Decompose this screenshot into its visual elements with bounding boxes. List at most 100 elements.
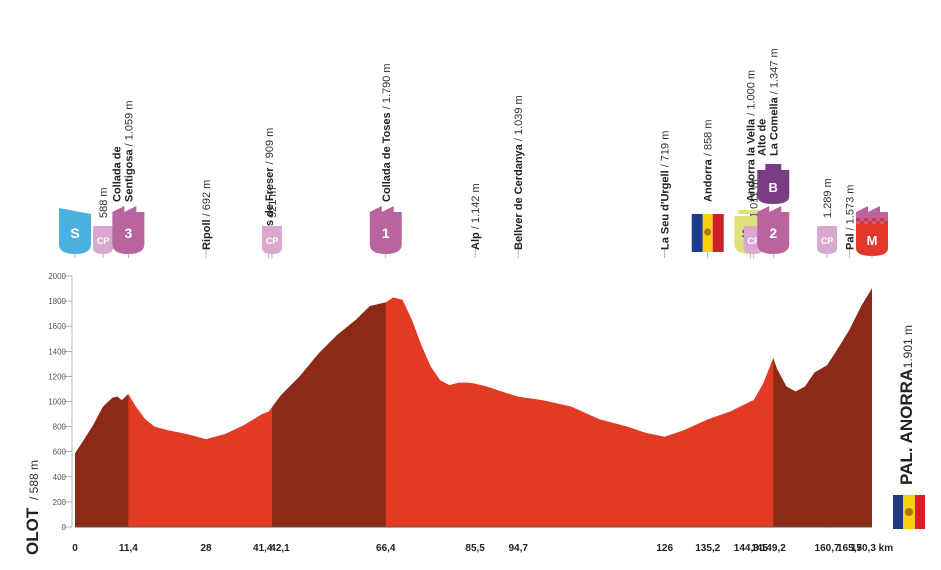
x-tick-label: 66,4 — [376, 543, 396, 554]
point-name: Andorra la Vella — [745, 118, 757, 202]
point-label: La Seu d'Urgell / 719 m — [660, 131, 672, 250]
finish-alt: / 1.901 m — [901, 325, 915, 375]
climb-badge-peak — [856, 206, 880, 212]
point-badge: 1 — [369, 206, 402, 254]
climb-segment-fill — [272, 302, 386, 527]
finish-altitude: / 1.901 m — [901, 325, 915, 375]
x-tick-label: 126 — [656, 543, 673, 554]
bonus-badge-shape — [757, 170, 790, 204]
start-town-name: OLOT — [23, 507, 42, 555]
climb-badge-peak — [757, 206, 782, 212]
point-altitude: / 909 m — [264, 128, 276, 168]
finish-checker — [860, 221, 864, 224]
point-label-text: 588 m — [98, 187, 110, 218]
point-label-text: Collada de Toses / 1.790 m — [381, 63, 393, 202]
flag-red-stripe — [915, 495, 925, 529]
point-altitude: / 858 m — [703, 119, 715, 159]
point-label-text: Ripoll / 692 m — [201, 180, 213, 250]
cp-badge-shape — [93, 226, 114, 254]
climb-segment-fill — [827, 288, 872, 527]
point-label: 1.289 m — [822, 178, 834, 218]
point-name: Pal — [845, 233, 857, 250]
point-label-text: Andorra / 858 m — [703, 119, 715, 202]
point-name: Bellver de Cerdanya — [513, 143, 525, 250]
point-label-text: 921 m — [267, 187, 279, 218]
cp-badge-text: CP — [821, 236, 834, 246]
x-tick-label: 11,4 — [119, 543, 138, 554]
y-tick-label: 400 — [53, 473, 67, 482]
point-label: 921 m — [267, 187, 279, 218]
flag-coat-of-arms — [905, 508, 913, 516]
point-altitude: / 1.573 m — [845, 185, 857, 234]
point-altitude: 921 m — [267, 187, 279, 218]
point-badge: 3 — [112, 206, 145, 254]
profile-area — [75, 288, 872, 528]
x-tick-label: 85,5 — [465, 543, 485, 554]
climb-badge-peak — [112, 206, 137, 212]
point-altitude: / 719 m — [660, 131, 672, 171]
y-tick-label: 1000 — [48, 398, 66, 407]
x-tick-label: 170,3 km — [851, 543, 893, 554]
start-altitude: / 588 m — [27, 460, 41, 500]
finish-badge-shape — [856, 224, 888, 256]
x-tick-label: 94,7 — [508, 543, 528, 554]
finish-checker — [864, 218, 868, 221]
finish-checker — [868, 221, 872, 224]
y-axis: 0 200 400 600 800 1000 1200 1400 1600 1800 2000 — [48, 272, 73, 532]
leader-lines — [74, 248, 873, 454]
climb-category-badge — [112, 212, 145, 254]
point-label-text: Alto deLa Comella / 1.347 m — [756, 48, 780, 156]
point-label: Bellver de Cerdanya / 1.039 m — [513, 95, 525, 250]
point-label: 588 m — [98, 187, 110, 218]
point-label-text: La Seu d'Urgell / 719 m — [660, 131, 672, 250]
finish-checker — [872, 218, 876, 221]
point-label: Andorra la Vella / 1.000 m — [745, 70, 757, 202]
x-tick-label: 0 — [72, 543, 78, 554]
climb-badge-peak — [369, 206, 394, 212]
point-name-line2: La Comella — [768, 96, 780, 156]
point-label-text: Bellver de Cerdanya / 1.039 m — [513, 95, 525, 250]
point-badge: 2 — [757, 206, 790, 254]
point-label: Ripoll / 692 m — [201, 180, 213, 250]
x-tick-label: 28 — [200, 543, 212, 554]
flag-blue-stripe — [893, 495, 903, 529]
y-tick-label: 1600 — [48, 322, 66, 331]
point-name-line1: Alto de — [756, 119, 768, 156]
sprint-badge-stripe — [738, 210, 763, 214]
point-badges: SCP3CP1SPCP2BCP1M — [59, 164, 888, 256]
point-badge — [691, 214, 724, 252]
point-altitude: 1.289 m — [822, 178, 834, 218]
finish-checker — [880, 218, 884, 221]
climb-category-badge — [757, 212, 790, 254]
start-badge-flag — [59, 208, 91, 214]
cp-badge-text: CP — [97, 236, 110, 246]
point-badge: S — [59, 208, 91, 254]
climb-category-text: 2 — [769, 225, 777, 241]
start-label: OLOT — [23, 507, 42, 555]
point-label: Collada de Toses / 1.790 m — [381, 63, 393, 202]
point-label: Collada deSentigosa / 1.059 m — [111, 101, 135, 203]
cp-badge-text: CP — [747, 236, 760, 246]
start-badge-text: S — [70, 225, 79, 241]
point-label-text: Pal / 1.573 m — [845, 185, 857, 250]
bonus-badge-text: B — [769, 180, 778, 195]
finish-checker — [856, 218, 860, 221]
climb-category-text: 3 — [124, 225, 132, 241]
point-name: Alp — [470, 232, 482, 250]
point-altitude: 588 m — [98, 187, 110, 218]
point-altitude: / 1.142 m — [470, 183, 482, 232]
finish-badge: M — [856, 218, 888, 256]
climb-category-text: 1 — [382, 225, 390, 241]
finish-label: PAL. ANORRA — [897, 369, 916, 485]
cp-badge-text: CP — [266, 236, 279, 246]
point-altitude: / 1.000 m — [745, 70, 757, 119]
x-axis: 0 11,4 28 41,442,1 66,4 85,5 94,7 126 135,2 144,3… — [72, 543, 893, 554]
point-label-text: Alp / 1.142 m — [470, 183, 482, 250]
point-badge: CP — [817, 226, 838, 254]
point-altitude: / 1.790 m — [381, 63, 393, 112]
finish-checker — [884, 221, 888, 224]
bonus-badge-top — [765, 164, 782, 170]
point-label-text: Collada deSentigosa / 1.059 m — [111, 101, 135, 203]
finish-badge-text: M — [867, 233, 878, 248]
finish-town-name: PAL. ANORRA — [897, 369, 916, 485]
